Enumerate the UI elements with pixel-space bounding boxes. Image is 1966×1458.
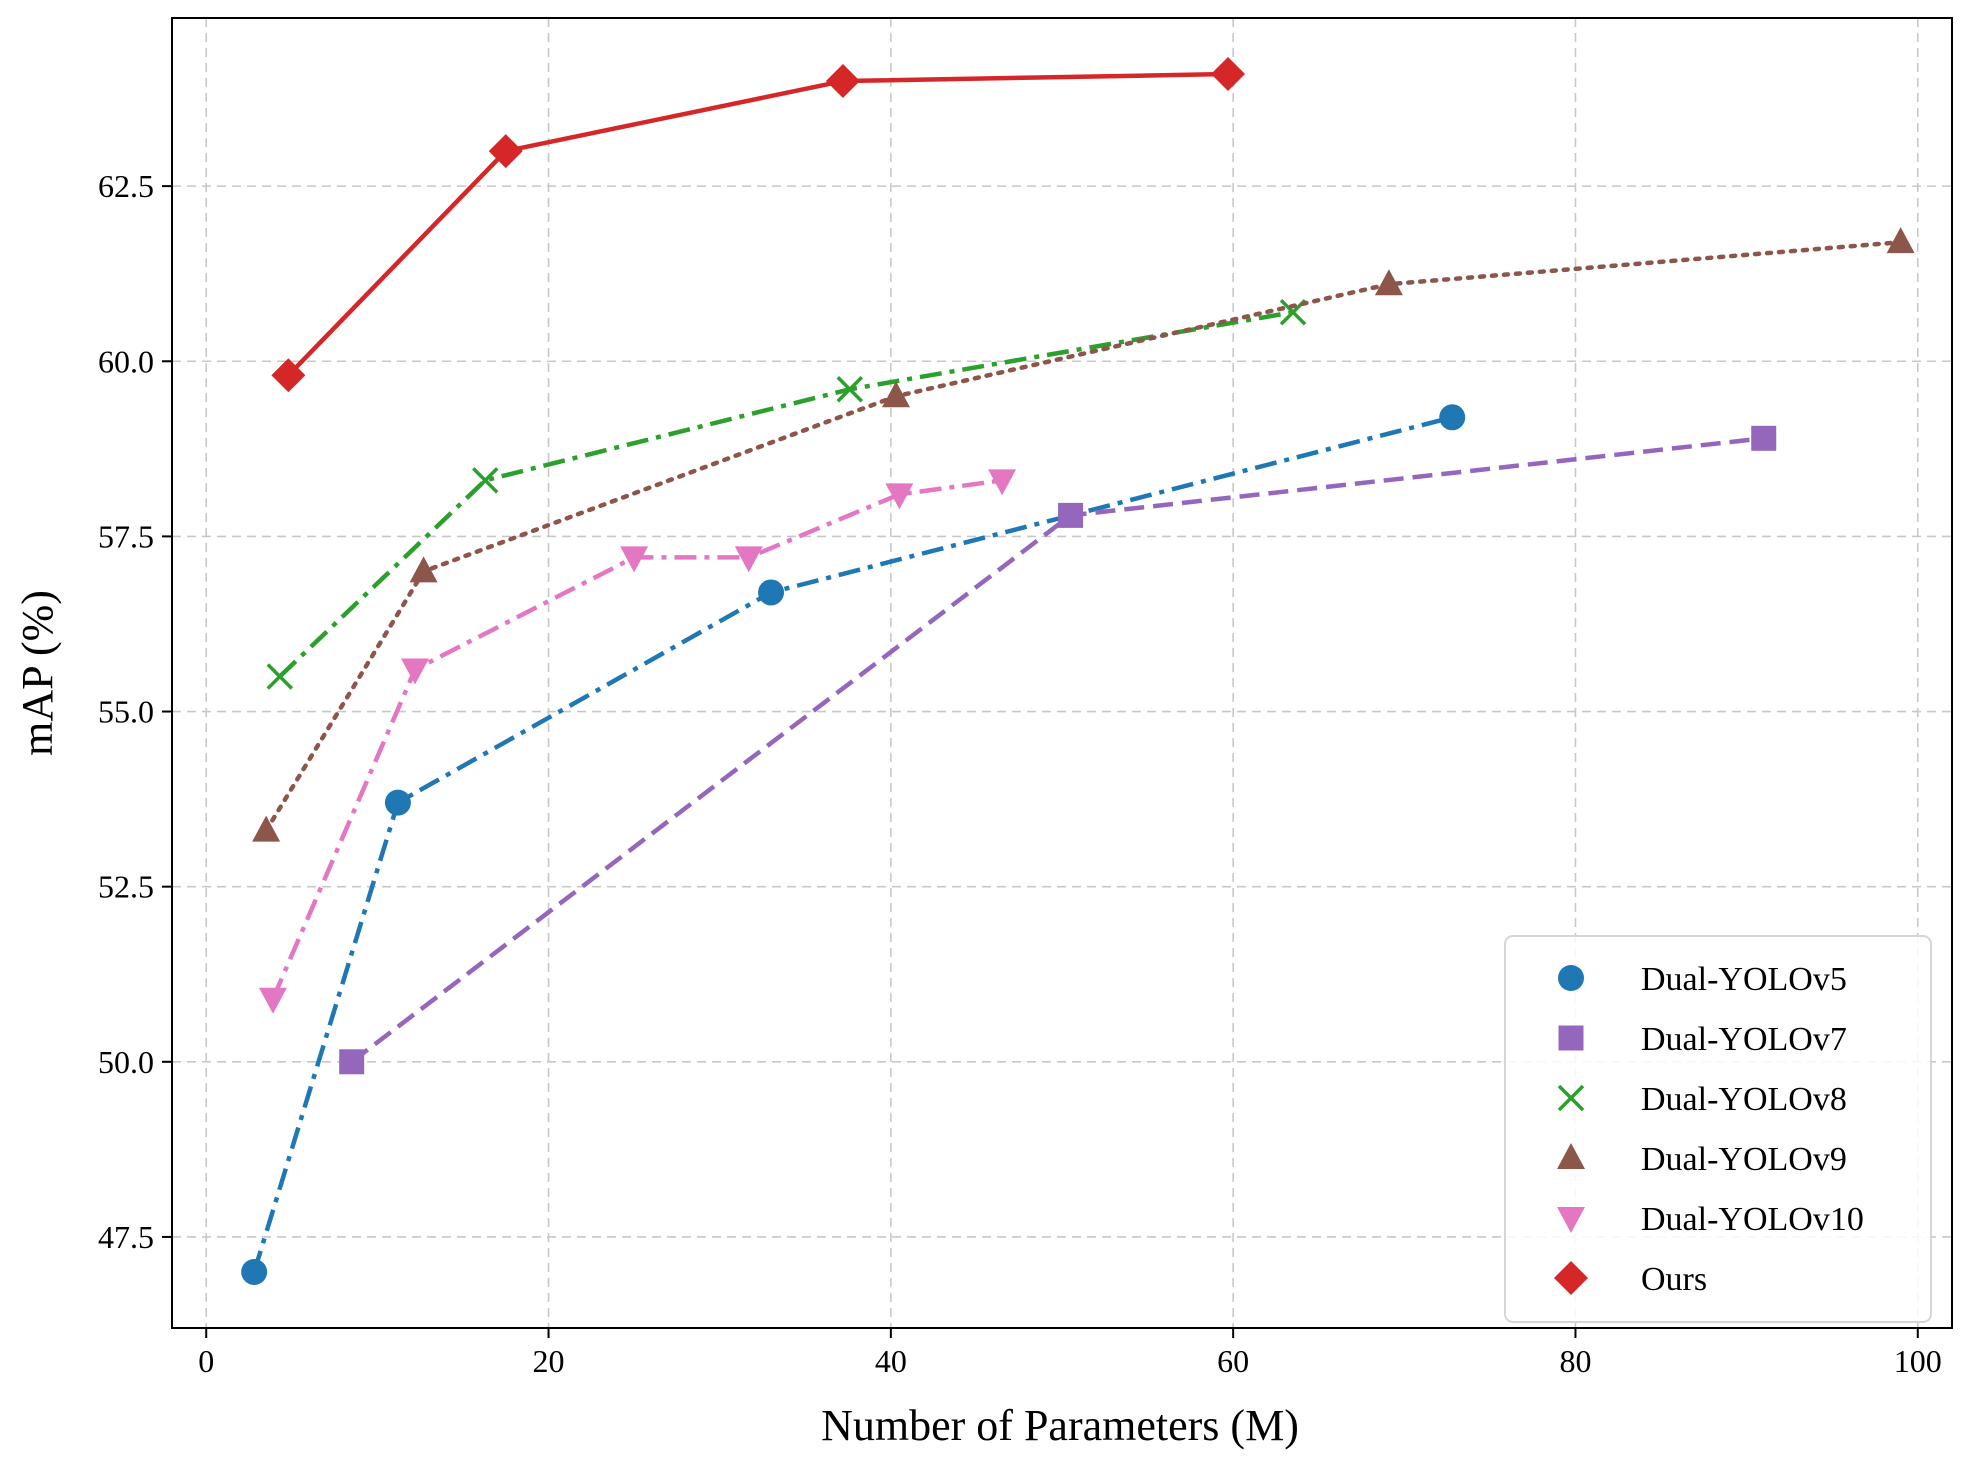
point-2-1 [471, 467, 499, 494]
y-axis-label: mAP (%) [13, 590, 62, 756]
point-4-4 [885, 483, 914, 510]
point-4-1 [401, 658, 430, 685]
y-tick-label-1: 50.0 [98, 1044, 154, 1080]
plot-frame [171, 17, 1953, 1329]
legend-marker-2 [1557, 1084, 1585, 1112]
legend: Dual-YOLOv5 Dual-YOLOv7 Dual-YOLOv8 Dual-YO… [1504, 935, 1932, 1323]
x-tick-label-3: 60 [1217, 1343, 1249, 1379]
point-2-2 [836, 376, 864, 403]
x-tick-label-1: 20 [533, 1343, 565, 1379]
grid-lines [172, 18, 1952, 1328]
series-2 [266, 298, 1307, 690]
legend-label-4: Dual-YOLOv10 [1641, 1201, 1864, 1238]
legend-marker-0 [1558, 965, 1584, 991]
x-axis-label: Number of Parameters (M) [821, 1401, 1299, 1450]
point-2-0 [266, 663, 294, 690]
legend-label-3: Dual-YOLOv9 [1641, 1141, 1847, 1178]
legend-label-2: Dual-YOLOv8 [1641, 1081, 1847, 1118]
point-5-1 [488, 134, 523, 169]
series-4 [258, 469, 1017, 1014]
point-5-0 [271, 358, 306, 393]
legend-box [1504, 935, 1932, 1323]
y-tick-label-2: 52.5 [98, 869, 154, 905]
point-4-5 [988, 469, 1017, 496]
point-0-0 [241, 1258, 268, 1285]
y-tick-label-0: 47.5 [98, 1219, 154, 1255]
series-line-0 [252, 415, 1453, 1273]
point-1-2 [1751, 425, 1777, 451]
legend-marker-3 [1557, 1143, 1585, 1169]
point-0-3 [1439, 404, 1466, 431]
point-1-1 [1058, 502, 1084, 528]
x-tick-label-0: 0 [198, 1343, 214, 1379]
legend-marker-5 [1554, 1261, 1588, 1295]
point-4-2 [620, 546, 649, 573]
legend-label-5: Ours [1641, 1261, 1707, 1298]
point-3-0 [252, 815, 281, 842]
point-3-3 [1374, 269, 1403, 296]
y-tick-label-6: 62.5 [98, 168, 154, 204]
series-line-4 [270, 478, 1003, 1000]
series-3 [252, 227, 1915, 842]
point-3-2 [881, 381, 910, 408]
point-3-1 [409, 556, 438, 583]
x-tick-label-4: 80 [1559, 1343, 1591, 1379]
series-1 [339, 425, 1777, 1075]
series-line-2 [278, 310, 1294, 679]
x-tick-label-5: 100 [1894, 1343, 1942, 1379]
point-4-3 [734, 546, 763, 573]
series-line-3 [263, 239, 1903, 833]
x-axis-ticks: 0 20 40 60 80 100 [198, 1328, 1942, 1379]
series-line-5 [286, 71, 1229, 377]
point-4-0 [258, 987, 287, 1014]
legend-marker-4 [1557, 1207, 1585, 1233]
point-0-1 [384, 789, 411, 816]
point-5-3 [1211, 57, 1246, 92]
y-axis-ticks: 47.5 50.0 52.5 55.0 57.5 60.0 62.5 [98, 168, 172, 1255]
y-tick-label-5: 60.0 [98, 343, 154, 379]
point-5-2 [825, 64, 860, 99]
series-5 [271, 57, 1246, 393]
y-tick-label-3: 55.0 [98, 694, 154, 730]
legend-label-1: Dual-YOLOv7 [1641, 1021, 1847, 1058]
series-0 [241, 404, 1466, 1285]
point-1-0 [339, 1049, 365, 1075]
y-tick-label-4: 57.5 [98, 518, 154, 554]
point-0-2 [758, 579, 785, 606]
x-tick-label-2: 40 [875, 1343, 907, 1379]
series-layer [241, 57, 1915, 1285]
legend-marker-1 [1558, 1025, 1584, 1051]
legend-label-0: Dual-YOLOv5 [1641, 961, 1847, 998]
point-3-4 [1886, 227, 1915, 254]
